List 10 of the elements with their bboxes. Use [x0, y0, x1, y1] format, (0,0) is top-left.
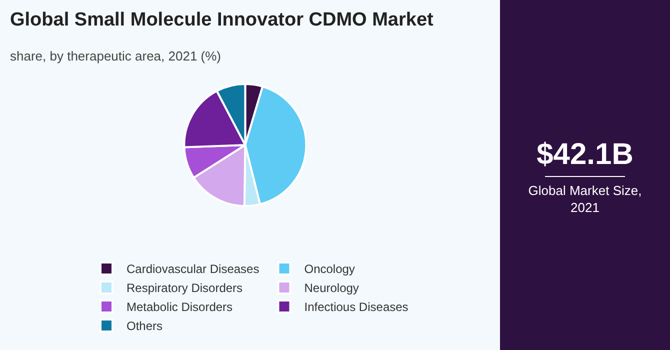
legend-label: Others	[126, 319, 163, 334]
legend-label: Respiratory Disorders	[126, 281, 243, 296]
chart-title: Global Small Molecule Innovator CDMO Market	[10, 10, 434, 31]
side-panel: $42.1B Global Market Size, 2021	[500, 0, 670, 350]
legend-label: Infectious Diseases	[304, 300, 408, 314]
chart-subtitle: share, by therapeutic area, 2021 (%)	[10, 48, 222, 64]
legend-label: Metabolic Disorders	[126, 300, 233, 314]
legend-label: Cardiovascular Diseases	[126, 262, 260, 276]
legend-label: Neurology	[304, 281, 359, 296]
legend-label: Oncology	[304, 262, 355, 276]
